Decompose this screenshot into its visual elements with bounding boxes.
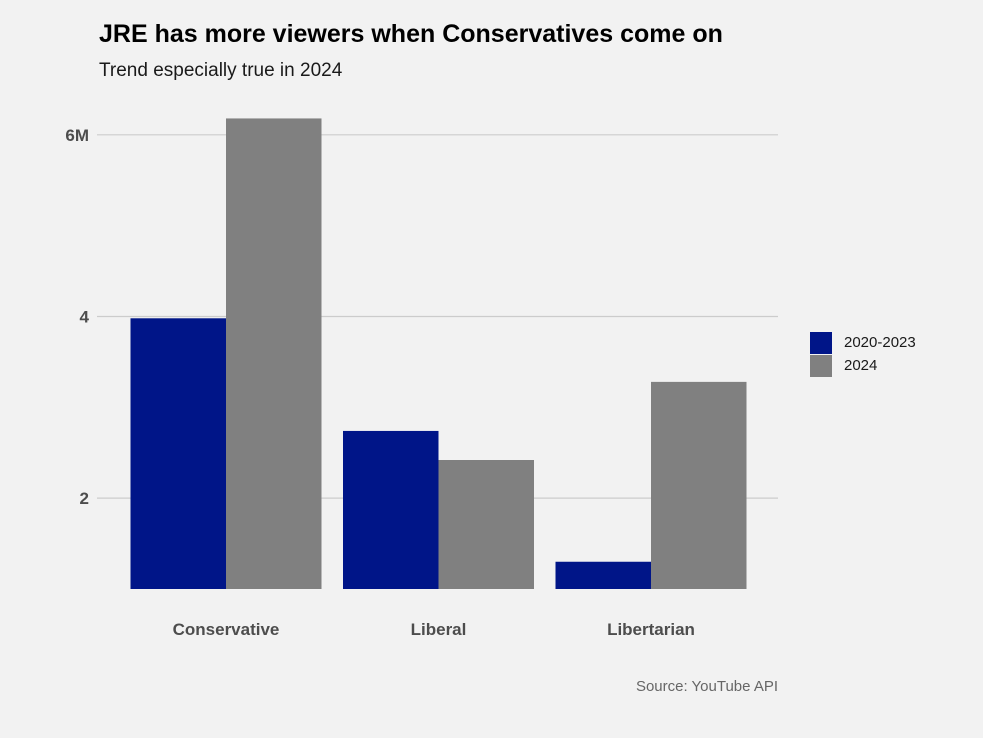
bars — [130, 118, 747, 589]
bar-conservative-2020-2023 — [130, 318, 226, 589]
x-category-label-liberal: Liberal — [411, 620, 467, 639]
bar-libertarian-2020-2023 — [555, 561, 651, 589]
y-axis-ticks: 2 4 6M — [65, 126, 89, 508]
bar-libertarian-2024 — [651, 381, 747, 589]
legend-swatch — [810, 354, 832, 377]
y-tick-label-2: 6M — [65, 126, 89, 145]
legend-swatch — [810, 331, 832, 354]
legend: 2020-2023 2024 — [810, 331, 916, 377]
legend-label: 2020-2023 — [844, 334, 916, 351]
x-category-label-conservative: Conservative — [173, 620, 280, 639]
x-category-label-libertarian: Libertarian — [607, 620, 695, 639]
y-tick-label-0: 2 — [80, 489, 89, 508]
legend-label: 2024 — [844, 357, 878, 374]
chart-subtitle: Trend especially true in 2024 — [99, 60, 343, 81]
bar-liberal-2024 — [438, 460, 534, 589]
bar-conservative-2024 — [226, 118, 322, 589]
x-axis-labels: Conservative Liberal Libertarian — [173, 620, 695, 639]
legend-item-2024: 2024 — [810, 354, 916, 377]
chart-title: JRE has more viewers when Conservatives … — [99, 20, 723, 48]
y-tick-label-1: 4 — [80, 307, 90, 326]
legend-item-2020-2023: 2020-2023 — [810, 331, 916, 354]
bar-liberal-2020-2023 — [343, 430, 439, 589]
source-caption: Source: YouTube API — [635, 678, 778, 695]
